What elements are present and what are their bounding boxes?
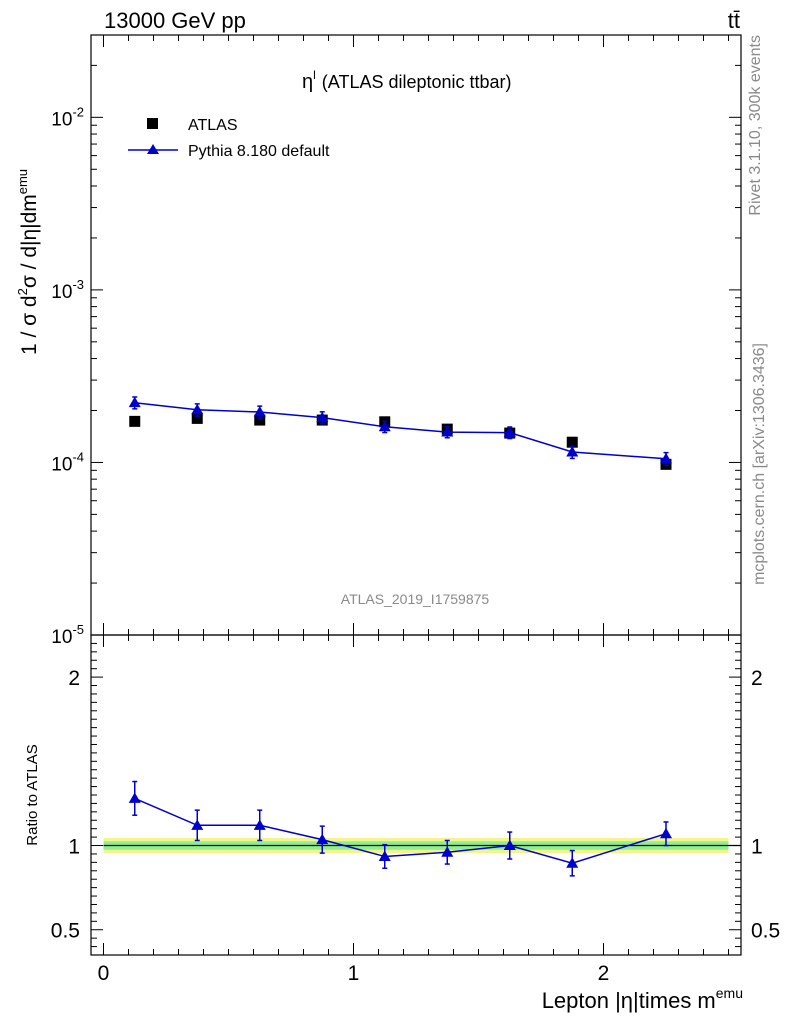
rivet-label: Rivet 3.1.10, 300k events: [747, 35, 764, 216]
main-y-axis-label: 1 / σ d2σ / d|η|dmemu: [15, 169, 41, 355]
legend-pythia-label: Pythia 8.180 default: [188, 143, 330, 160]
x-tick-label: 1: [348, 962, 360, 985]
main-panel: 10-210-310-410-5 ηl (ATLAS dileptonic ttb…: [15, 34, 742, 648]
ylabel-part-b: σ / d|η|dm: [18, 194, 41, 288]
ratio-y-tick-label-right: 2: [751, 667, 763, 690]
legend-atlas-marker: [147, 118, 158, 129]
ratio-pythia-line: [134, 797, 667, 864]
main-y-tick-label: 10-3: [51, 277, 84, 303]
ratio-data-point: [191, 819, 204, 830]
title-symbol: η: [302, 71, 313, 93]
pythia-data-point: [503, 426, 516, 438]
ratio-panel-frame: [90, 634, 742, 956]
main-title: ηl (ATLAS dileptonic ttbar): [302, 68, 512, 93]
ratio-data-point: [128, 792, 141, 803]
main-plot-marks: [128, 396, 672, 470]
ratio-panel: 0.5 0.5 1 1 2 2 0 1 2 Ratio to ATLAS Lepton |η|t…: [24, 634, 780, 1013]
ratio-y-tick-label-right: 0.5: [751, 920, 780, 943]
tick-base: 10: [51, 454, 72, 475]
legend: ATLAS Pythia 8.180 default: [128, 117, 330, 160]
pythia-data-point: [566, 445, 579, 457]
analysis-watermark: ATLAS_2019_I1759875: [341, 591, 490, 607]
atlas-data-point: [254, 414, 266, 426]
xlabel-text: Lepton |η|times m: [542, 988, 716, 1013]
main-y-tick-label: 10-5: [51, 622, 84, 648]
ratio-y-tick-label-left: 1: [68, 836, 80, 859]
title-text: (ATLAS dileptonic ttbar): [322, 72, 512, 92]
pythia-data-point: [128, 396, 141, 408]
pythia-data-point: [316, 411, 329, 423]
ratio-plot-marks: [128, 780, 672, 877]
ratio-data-point: [503, 839, 516, 851]
tick-exponent: -4: [72, 449, 84, 464]
tick-exponent: -5: [72, 622, 84, 637]
main-y-tick-label: 10-4: [51, 449, 84, 475]
ylabel-sup-1: 2: [15, 288, 30, 295]
xlabel-sup: emu: [716, 985, 743, 1001]
pythia-data-point: [191, 403, 204, 415]
ylabel-part-a: 1 / σ d: [18, 295, 41, 355]
pythia-data-point: [378, 420, 391, 432]
ratio-y-axis-label: Ratio to ATLAS: [24, 744, 41, 845]
title-superscript: l: [313, 68, 316, 82]
x-tick-label: 0: [98, 962, 110, 985]
tick-base: 10: [51, 282, 72, 303]
energy-label: 13000 GeV pp: [104, 8, 246, 33]
tick-exponent: -2: [72, 104, 84, 119]
x-axis-label: Lepton |η|times memu: [542, 985, 743, 1013]
tick-exponent: -3: [72, 277, 84, 292]
ratio-y-tick-label-left: 2: [68, 667, 80, 690]
legend-atlas-label: ATLAS: [188, 117, 238, 134]
ratio-data-point: [566, 857, 579, 868]
ratio-data-point: [378, 850, 391, 861]
pythia-data-point: [660, 452, 672, 464]
tick-base: 10: [51, 627, 72, 648]
main-y-tick-label: 10-2: [51, 104, 84, 130]
ratio-bands: [103, 837, 741, 854]
main-axis-ticks: 10-210-310-410-5: [51, 34, 741, 648]
atlas-data-point: [191, 412, 203, 424]
mcplots-label: mcplots.cern.ch [arXiv:1306.3436]: [751, 343, 768, 585]
ylabel-sup-2: emu: [15, 169, 30, 194]
ratio-data-point: [441, 846, 454, 857]
ratio-y-tick-label-right: 1: [751, 836, 763, 859]
x-tick-label: 2: [598, 962, 610, 985]
pythia-data-point: [441, 426, 454, 437]
tick-base: 10: [51, 109, 72, 130]
pythia-data-point: [253, 406, 266, 417]
ratio-data-point: [316, 833, 329, 845]
atlas-data-point: [129, 415, 141, 427]
ratio-data-point: [660, 827, 672, 839]
ratio-data-point: [253, 819, 266, 830]
process-label: tt̄: [728, 8, 740, 33]
legend-pythia-marker: [147, 144, 159, 154]
atlas-data-point: [566, 436, 578, 448]
ratio-axis-ticks: 0.5 0.5 1 1 2 2 0 1 2: [51, 634, 780, 985]
ratio-y-tick-label-left: 0.5: [51, 920, 80, 943]
pythia-line: [134, 401, 667, 460]
